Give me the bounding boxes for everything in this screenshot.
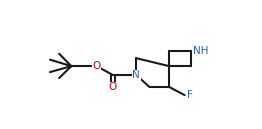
Text: O: O xyxy=(92,61,101,71)
Text: N: N xyxy=(132,70,140,80)
Text: O: O xyxy=(109,82,117,92)
Text: NH: NH xyxy=(193,46,208,56)
Text: F: F xyxy=(187,90,193,100)
